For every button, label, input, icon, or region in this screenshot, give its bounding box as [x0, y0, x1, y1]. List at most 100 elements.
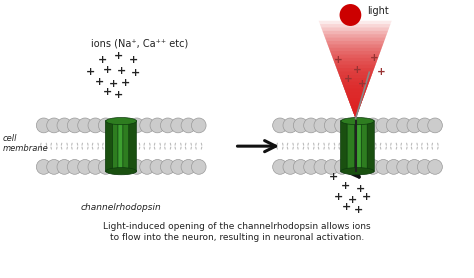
- Circle shape: [88, 118, 103, 133]
- Polygon shape: [328, 44, 383, 118]
- Circle shape: [345, 160, 360, 174]
- Polygon shape: [322, 31, 388, 118]
- Circle shape: [160, 118, 175, 133]
- Text: +: +: [362, 192, 372, 202]
- Text: +: +: [109, 79, 118, 89]
- Polygon shape: [337, 68, 374, 118]
- Circle shape: [418, 118, 432, 133]
- Text: +: +: [114, 90, 123, 100]
- Polygon shape: [355, 115, 357, 118]
- Text: +: +: [131, 68, 140, 78]
- Text: +: +: [341, 181, 350, 191]
- Circle shape: [109, 160, 123, 174]
- Circle shape: [36, 118, 51, 133]
- Circle shape: [273, 118, 287, 133]
- Circle shape: [150, 118, 165, 133]
- Text: +: +: [370, 53, 378, 63]
- Circle shape: [314, 118, 328, 133]
- Circle shape: [407, 160, 422, 174]
- Circle shape: [150, 160, 165, 174]
- Circle shape: [99, 160, 113, 174]
- Circle shape: [171, 118, 185, 133]
- Polygon shape: [330, 51, 381, 118]
- Circle shape: [386, 118, 401, 133]
- Polygon shape: [338, 71, 373, 118]
- Circle shape: [181, 160, 196, 174]
- Text: +: +: [98, 55, 107, 65]
- FancyBboxPatch shape: [123, 120, 131, 172]
- Circle shape: [283, 118, 298, 133]
- Polygon shape: [335, 64, 375, 118]
- Circle shape: [376, 160, 391, 174]
- Circle shape: [304, 118, 319, 133]
- Circle shape: [324, 118, 339, 133]
- Circle shape: [46, 118, 61, 133]
- Polygon shape: [348, 98, 363, 118]
- Circle shape: [57, 160, 72, 174]
- Text: +: +: [358, 79, 366, 89]
- Circle shape: [160, 160, 175, 174]
- Circle shape: [335, 118, 349, 133]
- Circle shape: [273, 160, 287, 174]
- Polygon shape: [353, 112, 358, 118]
- Ellipse shape: [106, 168, 137, 175]
- Text: +: +: [356, 184, 365, 194]
- Polygon shape: [326, 41, 384, 118]
- Circle shape: [109, 118, 123, 133]
- Circle shape: [386, 160, 401, 174]
- Text: +: +: [86, 67, 95, 77]
- Polygon shape: [352, 108, 359, 118]
- Circle shape: [119, 160, 134, 174]
- Circle shape: [314, 160, 328, 174]
- Polygon shape: [319, 21, 392, 118]
- Text: +: +: [354, 205, 364, 215]
- Text: +: +: [334, 55, 343, 65]
- Polygon shape: [325, 38, 385, 118]
- Text: +: +: [128, 55, 137, 65]
- Circle shape: [428, 118, 442, 133]
- Circle shape: [366, 160, 380, 174]
- Text: +: +: [353, 65, 362, 75]
- Text: cell
membrane: cell membrane: [3, 134, 49, 153]
- Polygon shape: [349, 102, 362, 118]
- Circle shape: [345, 118, 360, 133]
- Circle shape: [67, 160, 82, 174]
- Circle shape: [428, 160, 442, 174]
- Polygon shape: [346, 91, 365, 118]
- Polygon shape: [320, 24, 391, 118]
- Text: +: +: [334, 192, 343, 202]
- Text: +: +: [114, 51, 123, 61]
- Circle shape: [46, 160, 61, 174]
- Circle shape: [407, 118, 422, 133]
- FancyBboxPatch shape: [112, 120, 120, 172]
- Circle shape: [88, 160, 103, 174]
- Circle shape: [78, 118, 92, 133]
- Circle shape: [293, 118, 308, 133]
- Text: +: +: [348, 195, 357, 205]
- Text: +: +: [117, 66, 126, 76]
- Text: light: light: [367, 6, 389, 16]
- Circle shape: [191, 118, 206, 133]
- Polygon shape: [324, 34, 387, 118]
- Polygon shape: [321, 28, 389, 118]
- Circle shape: [171, 160, 185, 174]
- Circle shape: [418, 160, 432, 174]
- FancyBboxPatch shape: [361, 120, 369, 172]
- Circle shape: [283, 160, 298, 174]
- Circle shape: [397, 118, 411, 133]
- FancyBboxPatch shape: [118, 120, 126, 172]
- Circle shape: [181, 118, 196, 133]
- Circle shape: [36, 160, 51, 174]
- Circle shape: [99, 118, 113, 133]
- Circle shape: [57, 118, 72, 133]
- Text: +: +: [102, 87, 112, 97]
- Circle shape: [119, 118, 134, 133]
- Circle shape: [376, 118, 391, 133]
- Polygon shape: [346, 95, 365, 118]
- Text: +: +: [344, 75, 353, 85]
- Ellipse shape: [341, 168, 374, 175]
- Circle shape: [129, 160, 144, 174]
- FancyBboxPatch shape: [129, 120, 137, 172]
- Text: +: +: [377, 67, 385, 77]
- Circle shape: [356, 118, 370, 133]
